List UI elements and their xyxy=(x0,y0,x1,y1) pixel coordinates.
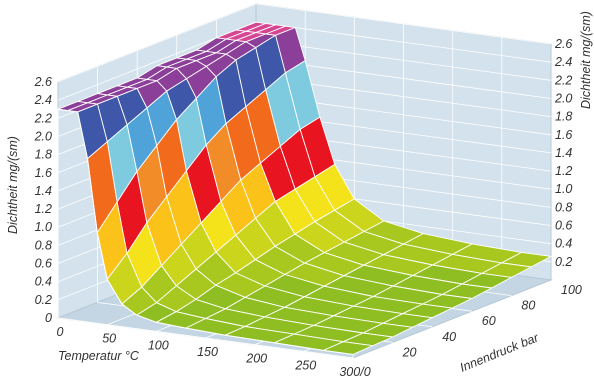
z-tick-label: 0.4 xyxy=(35,275,52,289)
z-axis-label-right: Dichtheit mg/(sm) xyxy=(579,11,593,109)
z-tick-label: 0.2 xyxy=(35,293,52,307)
z-tick-label: 1.6 xyxy=(35,166,52,180)
z-tick-label: 2.4 xyxy=(34,93,52,107)
x-tick-label: 300/0 xyxy=(339,365,370,379)
z-tick-label: 2.6 xyxy=(34,75,52,89)
z-tick-label: 1.8 xyxy=(35,148,52,162)
z-tick-label-right: 1.2 xyxy=(555,164,572,178)
y-tick-label: 40 xyxy=(442,330,456,344)
tick-labels: 0 0.2 0.4 0.6 0.8 1.0 1.2 1.4 1.6 1.8 2.0 2.2 2.4 2.6… xyxy=(34,37,582,379)
x-tick-label: 0 xyxy=(57,325,64,339)
z-tick-label-right: 0.2 xyxy=(555,255,572,269)
z-tick-label-right: 0.4 xyxy=(555,237,572,251)
z-tick-label: 2.2 xyxy=(34,111,52,125)
z-tick-label: 1.2 xyxy=(35,202,52,216)
x-tick-label: 200 xyxy=(245,352,267,366)
y-tick-label: 100 xyxy=(561,283,582,297)
z-tick-label: 1.4 xyxy=(35,184,52,198)
z-tick-label-right: 1.4 xyxy=(555,146,572,160)
y-axis-label: Innendruck bar xyxy=(458,330,541,375)
z-tick-label-right: 0.6 xyxy=(555,219,572,233)
y-tick-label: 20 xyxy=(402,345,417,359)
z-tick-label-right: 2.2 xyxy=(554,73,572,87)
z-tick-label-right: 1.0 xyxy=(555,182,572,196)
z-tick-label: 2.0 xyxy=(34,130,52,144)
z-axis-label: Dichtheit mg/(sm) xyxy=(6,136,20,234)
x-tick-label: 50 xyxy=(102,332,116,346)
x-tick-label: 250 xyxy=(294,358,316,372)
y-tick-label: 60 xyxy=(482,314,496,328)
y-tick-label: 80 xyxy=(521,299,535,313)
grid-line-z xyxy=(57,3,552,83)
z-tick-label-right: 1.6 xyxy=(555,128,572,142)
x-axis-label: Temperatur °C xyxy=(58,349,140,363)
x-tick-label: 150 xyxy=(197,345,218,359)
z-tick-label-right: 2.6 xyxy=(554,37,572,51)
surface-plot xyxy=(57,21,552,359)
z-tick-label-right: 2.0 xyxy=(554,92,572,106)
z-tick-label-right: 1.8 xyxy=(555,110,572,124)
z-tick-label-right: 0.8 xyxy=(555,200,572,214)
z-tick-label: 0 xyxy=(45,311,52,325)
z-tick-label: 0.8 xyxy=(35,238,52,252)
surface-front-edge xyxy=(57,108,354,359)
z-tick-label-right: 2.4 xyxy=(554,55,572,69)
z-tick-label: 0.6 xyxy=(35,257,52,271)
z-tick-label: 1.0 xyxy=(35,220,52,234)
x-tick-label: 100 xyxy=(148,338,169,352)
